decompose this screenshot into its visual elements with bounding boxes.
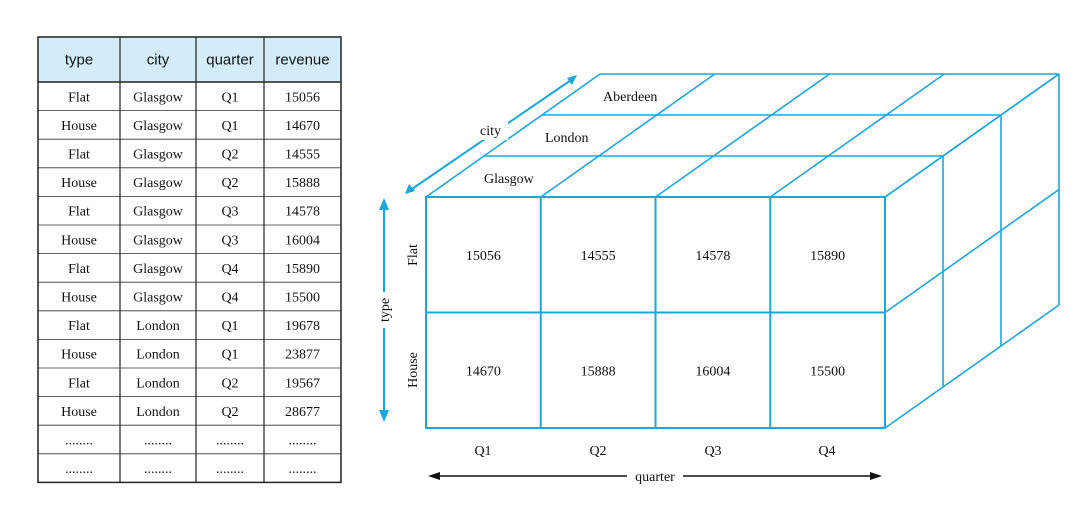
table-cell: Glasgow (133, 233, 184, 248)
quarter-label-q4: Q4 (818, 444, 835, 459)
cube-cell-value: 15888 (581, 364, 616, 379)
table-cell: 14555 (285, 148, 320, 163)
cube-cell-value: 14555 (581, 249, 616, 264)
table-cell: Q1 (221, 319, 238, 334)
table-cell: ........ (289, 434, 317, 449)
type-axis-arrow (375, 198, 393, 422)
table-cell: 15500 (285, 291, 320, 306)
table-cell: Glasgow (133, 291, 184, 306)
table-border (37, 36, 342, 484)
table-cell: Flat (68, 319, 90, 334)
table-cell: London (136, 319, 180, 334)
city-label-london: London (545, 131, 589, 146)
table-cell: Q3 (221, 205, 238, 220)
table-cell: Glasgow (133, 148, 184, 163)
table-cell: Q2 (221, 176, 238, 191)
table-cell: Flat (68, 90, 90, 105)
table-header-revenue: revenue (275, 52, 329, 69)
table-cell: Q4 (221, 291, 238, 306)
table-cell: 15056 (285, 90, 320, 105)
quarter-label-q1: Q1 (474, 444, 491, 459)
table-cell: 15888 (285, 176, 320, 191)
table-cell: Glasgow (133, 90, 184, 105)
cube-cell-value: 14670 (466, 364, 501, 379)
table-header-type: type (65, 52, 93, 69)
table-cell: 15890 (285, 262, 320, 277)
table-cell: House (61, 119, 97, 134)
data-cube (425, 73, 1060, 429)
table-cell: 16004 (285, 233, 320, 248)
table-cell: London (136, 376, 180, 391)
table-cell: London (136, 348, 180, 363)
table-cell: ........ (289, 462, 317, 477)
table-cell: ........ (144, 434, 172, 449)
table-cell: House (61, 176, 97, 191)
table-cell: Flat (68, 148, 90, 163)
quarter-label-q2: Q2 (589, 444, 606, 459)
table-cell: Glasgow (133, 205, 184, 220)
table-cell: House (61, 233, 97, 248)
table-cell: Q2 (221, 148, 238, 163)
type-label-house: House (406, 352, 421, 388)
table-cell: 28677 (285, 405, 320, 420)
table-cell: 23877 (285, 348, 320, 363)
city-axis-label: city (480, 124, 501, 139)
table-cell: ........ (216, 462, 244, 477)
table-cell: Glasgow (133, 119, 184, 134)
city-label-glasgow: Glasgow (484, 172, 535, 187)
table-cell: 19567 (285, 376, 320, 391)
revenue-table: type city quarter revenue Flat Glasgow Q1 15056… (37, 36, 342, 484)
table-cell: Q2 (221, 376, 238, 391)
table-cell: ........ (144, 462, 172, 477)
quarter-label-q3: Q3 (704, 444, 721, 459)
table-cell: ........ (65, 434, 93, 449)
cube-cell-value: 15056 (466, 249, 501, 264)
table-cell: Q1 (221, 90, 238, 105)
quarter-axis-arrow (428, 472, 882, 480)
type-axis-label: type (378, 298, 393, 322)
city-label-aberdeen: Aberdeen (603, 90, 657, 105)
table-cell: ........ (65, 462, 93, 477)
city-axis-arrow (405, 75, 577, 194)
table-header-bg (38, 37, 341, 82)
table-cell: Flat (68, 376, 90, 391)
cube-front-values: 15056 14555 14578 15890 14670 15888 16004 15500 (466, 249, 845, 380)
quarter-axis-label: quarter (635, 470, 675, 485)
table-cell: Q2 (221, 405, 238, 420)
table-cell: Glasgow (133, 176, 184, 191)
table-cell: Q4 (221, 262, 238, 277)
table-cell: 14578 (285, 205, 320, 220)
table-cell: Q3 (221, 233, 238, 248)
table-cell: Q1 (221, 348, 238, 363)
cube-cell-value: 15890 (810, 249, 845, 264)
table-cell: 14670 (285, 119, 320, 134)
table-cell: London (136, 405, 180, 420)
cube-cell-value: 14578 (695, 249, 730, 264)
table-cell: ........ (216, 434, 244, 449)
table-cell: House (61, 291, 97, 306)
table-header-city: city (147, 52, 170, 69)
table-cell: House (61, 405, 97, 420)
table-cell: Flat (68, 205, 90, 220)
table-cell: 19678 (285, 319, 320, 334)
table-cell: Flat (68, 262, 90, 277)
type-label-flat: Flat (406, 244, 421, 266)
table-cell: House (61, 348, 97, 363)
table-cell: Q1 (221, 119, 238, 134)
cube-cell-value: 15500 (810, 364, 845, 379)
cube-cell-value: 16004 (695, 364, 730, 379)
table-cell: Glasgow (133, 262, 184, 277)
table-header-quarter: quarter (206, 52, 254, 69)
